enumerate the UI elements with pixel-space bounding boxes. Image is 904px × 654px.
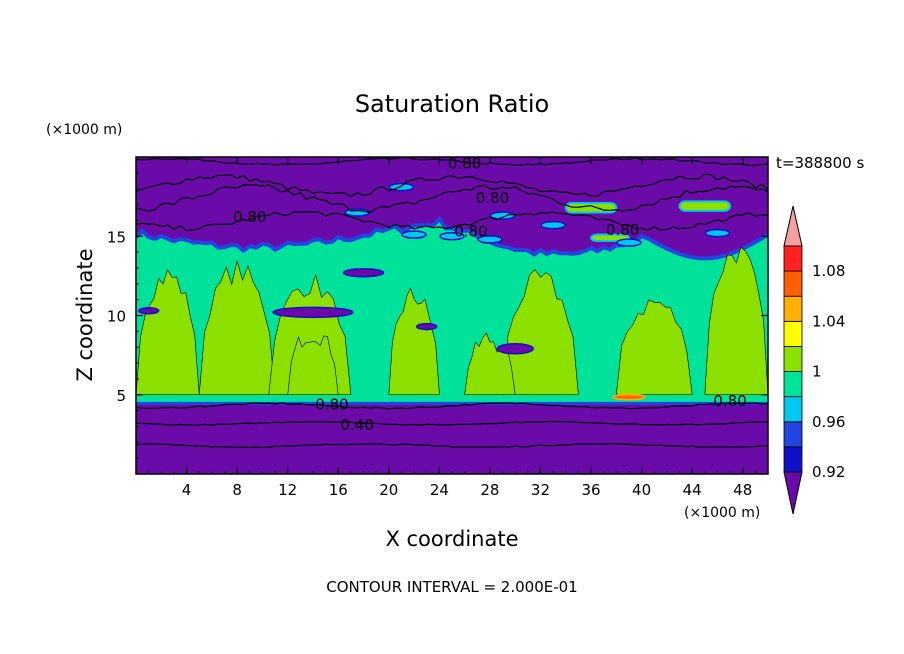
x-tick-label-44: 44 [683,481,702,499]
colorbar-bin-1 [783,421,803,448]
cloud-blob-6 [540,220,566,230]
plume-8 [287,335,339,396]
y-axis-ticks: 5 10 15 [107,172,768,459]
y-tick-label-5: 5 [116,387,126,405]
cloud-blob-5 [489,211,516,220]
x-tick-label-32: 32 [531,481,550,499]
contour-labels: 0.80 0.80 0.80 0.80 0.80 0.80 0.80 0.40 [233,154,747,434]
x-tick-label-8: 8 [232,481,242,499]
plume-6 [616,299,693,396]
x-tick-label-28: 28 [480,481,499,499]
x-tick-label-12: 12 [278,481,297,499]
colorbar-bin-8 [783,245,803,272]
cloud-blob-8 [616,238,642,247]
plume-5 [501,269,579,396]
cloud-blob-7 [477,235,503,244]
contour-lower-080 [136,402,768,410]
colorbar-bin-0 [783,446,803,473]
x-axis-label: X coordinate [385,527,518,551]
lower-boundary-edge [136,401,768,405]
contour-label-5: 0.80 [606,221,639,239]
contour-label-6: 0.80 [315,395,348,413]
plume-4 [388,287,440,396]
contour-field [136,157,768,474]
region-dry-lower [136,405,768,474]
dry-pocket-1 [272,306,354,319]
x-unit-label: (×1000 m) [684,505,760,521]
contour-upper-3 [136,210,768,232]
supersaturated-spot [612,393,646,401]
colorbar-label-0.96: 0.96 [812,413,845,431]
contour-label-7: 0.80 [713,392,746,410]
contour-lines [136,157,768,449]
dry-pocket-5 [137,306,160,315]
contour-label-3: 0.80 [233,208,266,226]
colorbar-bin-6 [783,295,803,322]
x-tick-label-24: 24 [430,481,449,499]
colorbar-bin-4 [783,346,803,372]
colorbar-bin-7 [783,270,803,297]
contour-label-8: 0.40 [340,416,373,434]
contour-label-2: 0.80 [476,189,509,207]
x-tick-label-20: 20 [379,481,398,499]
upper-patch-3 [590,233,630,243]
cloud-blob-3 [401,230,427,239]
contour-interval-note: CONTOUR INTERVAL = 2.000E-01 [326,578,577,596]
colorbar: 0.92 0.96 1 1.04 1.08 [783,205,845,515]
contour-upper-1 [136,173,768,198]
dry-pocket-4 [415,322,438,331]
dry-pocket-3 [342,267,385,278]
x-axis-ticks: 4 8 12 16 20 24 28 32 36 40 44 48 [148,157,756,499]
cloud-blob-4 [439,232,465,241]
upper-patch-2 [678,200,732,212]
chart-title: Saturation Ratio [355,90,549,118]
x-tick-label-16: 16 [329,481,348,499]
x-tick-label-40: 40 [632,481,651,499]
x-tick-label-4: 4 [182,481,192,499]
moist-layer-edge [136,215,768,261]
contour-lower-bottom [136,442,768,449]
y-unit-label: (×1000 m) [46,122,122,138]
colorbar-label-1: 1 [812,363,822,381]
dry-pocket-2 [496,343,534,355]
plume-7 [704,246,768,396]
time-label: t=388800 s [776,154,864,172]
colorbar-bin-5 [783,320,803,347]
cloud-blob-9 [704,228,731,238]
y-tick-label-10: 10 [107,308,126,326]
contour-upper-2 [136,184,768,214]
plume-1 [136,269,200,396]
contour-label-1: 0.80 [448,154,481,172]
contour-lower-040 [136,420,768,426]
colorbar-label-0.92: 0.92 [812,463,845,481]
x-tick-label-48: 48 [733,481,752,499]
contour-label-4: 0.80 [454,222,487,240]
colorbar-label-1.04: 1.04 [812,312,845,330]
y-axis-label: Z coordinate [73,248,97,381]
contour-top [136,157,768,167]
colorbar-label-1.08: 1.08 [812,262,845,280]
colorbar-bin-2 [783,396,803,423]
colorbar-under-triangle [783,471,803,515]
y-tick-label-15: 15 [107,228,126,246]
colorbar-over-triangle [783,205,803,247]
x-tick-label-36: 36 [581,481,600,499]
plume-2 [198,260,276,396]
colorbar-bin-3 [783,371,803,398]
